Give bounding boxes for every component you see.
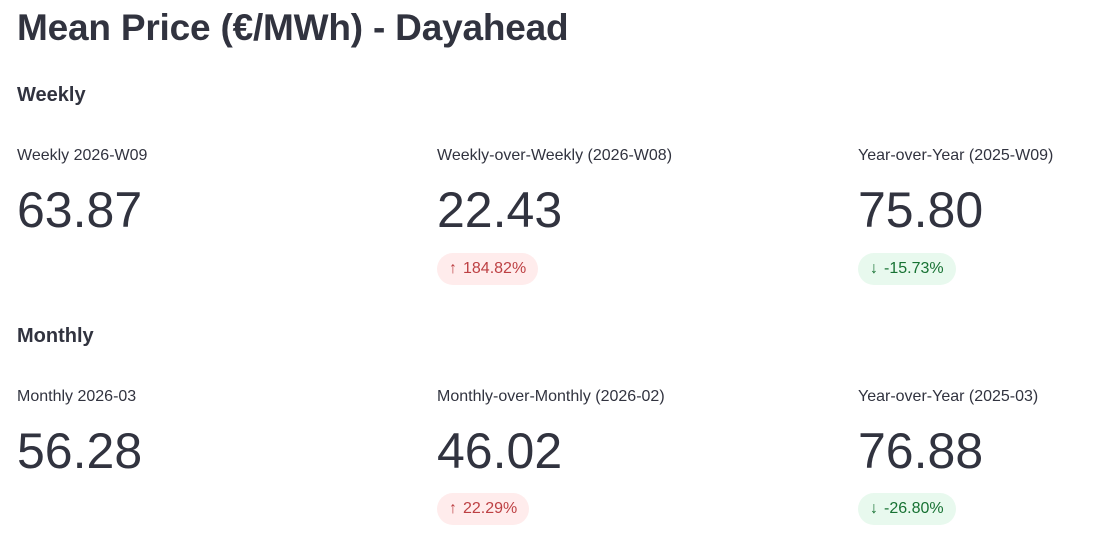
metric-monthly-current: Monthly 2026-03 56.28 [17, 387, 437, 478]
metric-value: 75.80 [858, 182, 984, 239]
delta-badge: ↓ -26.80% [858, 493, 956, 526]
metric-label: Monthly 2026-03 [17, 387, 137, 405]
section-heading-monthly: Monthly [17, 324, 94, 347]
arrow-down-icon: ↓ [870, 259, 878, 277]
section-heading-weekly: Weekly [17, 84, 86, 107]
arrow-up-icon: ↑ [449, 500, 457, 518]
metric-weekly-current: Weekly 2026-W09 63.87 [17, 146, 437, 237]
metric-label: Year-over-Year (2025-W09) [858, 147, 1054, 165]
delta-badge: ↓ -15.73% [858, 252, 956, 285]
delta-badge: ↑ 184.82% [437, 252, 539, 285]
metric-value: 76.88 [858, 422, 984, 479]
metric-weekly-year-over-year: Year-over-Year (2025-W09) 75.80 ↓ -15.73… [858, 146, 1092, 285]
delta-value: 22.29% [463, 500, 518, 518]
metric-value: 56.28 [17, 422, 143, 479]
arrow-down-icon: ↓ [870, 500, 878, 518]
metric-label: Year-over-Year (2025-03) [858, 387, 1039, 405]
metric-monthly-over-monthly: Monthly-over-Monthly (2026-02) 46.02 ↑ 2… [437, 387, 858, 526]
metric-label: Weekly 2026-W09 [17, 147, 148, 165]
metric-value: 22.43 [437, 182, 563, 239]
delta-badge: ↑ 22.29% [437, 493, 530, 526]
metric-monthly-year-over-year: Year-over-Year (2025-03) 76.88 ↓ -26.80% [858, 387, 1092, 526]
metric-value: 63.87 [17, 182, 143, 239]
delta-value: -26.80% [884, 500, 944, 518]
metric-value: 46.02 [437, 422, 563, 479]
delta-value: -15.73% [884, 259, 944, 277]
arrow-up-icon: ↑ [449, 259, 457, 277]
page-title: Mean Price (€/MWh) - Dayahead [17, 7, 569, 48]
metric-label: Monthly-over-Monthly (2026-02) [437, 387, 665, 405]
weekly-metrics-row: Weekly 2026-W09 63.87 Weekly-over-Weekly… [17, 146, 1092, 285]
monthly-metrics-row: Monthly 2026-03 56.28 Monthly-over-Month… [17, 387, 1092, 526]
metric-label: Weekly-over-Weekly (2026-W08) [437, 147, 673, 165]
delta-value: 184.82% [463, 259, 527, 277]
metric-weekly-over-weekly: Weekly-over-Weekly (2026-W08) 22.43 ↑ 18… [437, 146, 858, 285]
